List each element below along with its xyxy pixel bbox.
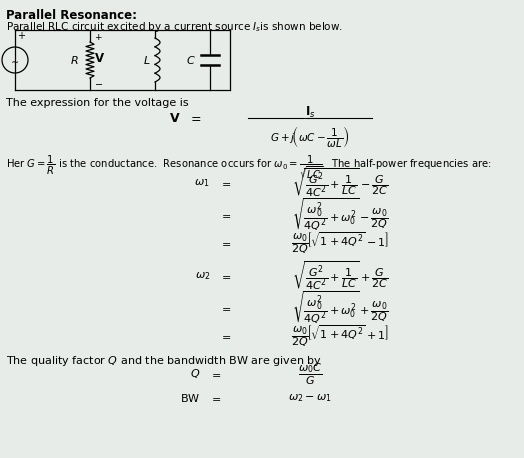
Text: $\omega_2-\omega_1$: $\omega_2-\omega_1$ [288,392,332,404]
Text: Her $G=\dfrac{1}{R}$ is the conductance.  Resonance occurs for $\omega_0=\dfrac{: Her $G=\dfrac{1}{R}$ is the conductance.… [6,153,492,181]
Text: $\sqrt{\dfrac{G^2}{4C^2}+\dfrac{1}{LC}}-\dfrac{G}{2C}$: $\sqrt{\dfrac{G^2}{4C^2}+\dfrac{1}{LC}}-… [292,167,388,199]
Text: $\dfrac{\omega_0 C}{G}$: $\dfrac{\omega_0 C}{G}$ [298,361,322,387]
Text: Parallel RLC circuit excited by a current source $I_s$is shown below.: Parallel RLC circuit excited by a curren… [6,20,343,34]
Text: $=$: $=$ [219,238,231,248]
Text: $C$: $C$ [186,54,196,66]
Text: $=$: $=$ [219,331,231,341]
Text: $\sqrt{\dfrac{G^2}{4C^2}+\dfrac{1}{LC}}+\dfrac{G}{2C}$: $\sqrt{\dfrac{G^2}{4C^2}+\dfrac{1}{LC}}+… [292,260,388,293]
Text: $L$: $L$ [144,54,151,66]
Text: $\sqrt{\dfrac{\omega_0^2}{4Q^2}+\omega_0^2}+\dfrac{\omega_0}{2Q}$: $\sqrt{\dfrac{\omega_0^2}{4Q^2}+\omega_0… [292,289,388,327]
Text: $=$: $=$ [209,393,221,403]
Text: $\mathbf{V}$: $\mathbf{V}$ [94,51,105,65]
Text: $=$: $=$ [188,111,202,125]
Text: $\dfrac{\omega_0}{2Q}\!\left[\sqrt{1+4Q^2}-1\right]$: $\dfrac{\omega_0}{2Q}\!\left[\sqrt{1+4Q^… [291,230,389,256]
Text: The quality factor $Q$ and the bandwidth BW are given by: The quality factor $Q$ and the bandwidth… [6,354,322,368]
Text: $\sim$: $\sim$ [9,55,20,65]
Text: $=$: $=$ [219,178,231,188]
Text: $R$: $R$ [70,54,79,66]
Text: $=$: $=$ [209,369,221,379]
Text: The expression for the voltage is: The expression for the voltage is [6,98,189,108]
Text: Parallel Resonance:: Parallel Resonance: [6,9,137,22]
Text: +: + [17,31,25,41]
Text: $Q$: $Q$ [190,367,200,381]
Text: $\sqrt{\dfrac{\omega_0^2}{4Q^2}+\omega_0^2}-\dfrac{\omega_0}{2Q}$: $\sqrt{\dfrac{\omega_0^2}{4Q^2}+\omega_0… [292,196,388,234]
Text: $\dfrac{\omega_0}{2Q}\!\left[\sqrt{1+4Q^2}+1\right]$: $\dfrac{\omega_0}{2Q}\!\left[\sqrt{1+4Q^… [291,323,389,349]
Text: $\mathbf{V}$: $\mathbf{V}$ [169,111,181,125]
Text: $=$: $=$ [219,271,231,281]
Text: $\omega_2$: $\omega_2$ [194,270,210,282]
Text: $G+j\!\left(\omega C-\dfrac{1}{\omega L}\right)$: $G+j\!\left(\omega C-\dfrac{1}{\omega L}… [270,124,350,150]
Text: $\omega_1$: $\omega_1$ [194,177,210,189]
Text: $=$: $=$ [219,210,231,220]
Text: $-$: $-$ [94,78,103,88]
Text: $\mathbf{I}_s$: $\mathbf{I}_s$ [304,104,315,120]
Text: $\mathrm{BW}$: $\mathrm{BW}$ [180,392,200,404]
Text: $=$: $=$ [219,303,231,313]
Text: +: + [94,33,102,42]
